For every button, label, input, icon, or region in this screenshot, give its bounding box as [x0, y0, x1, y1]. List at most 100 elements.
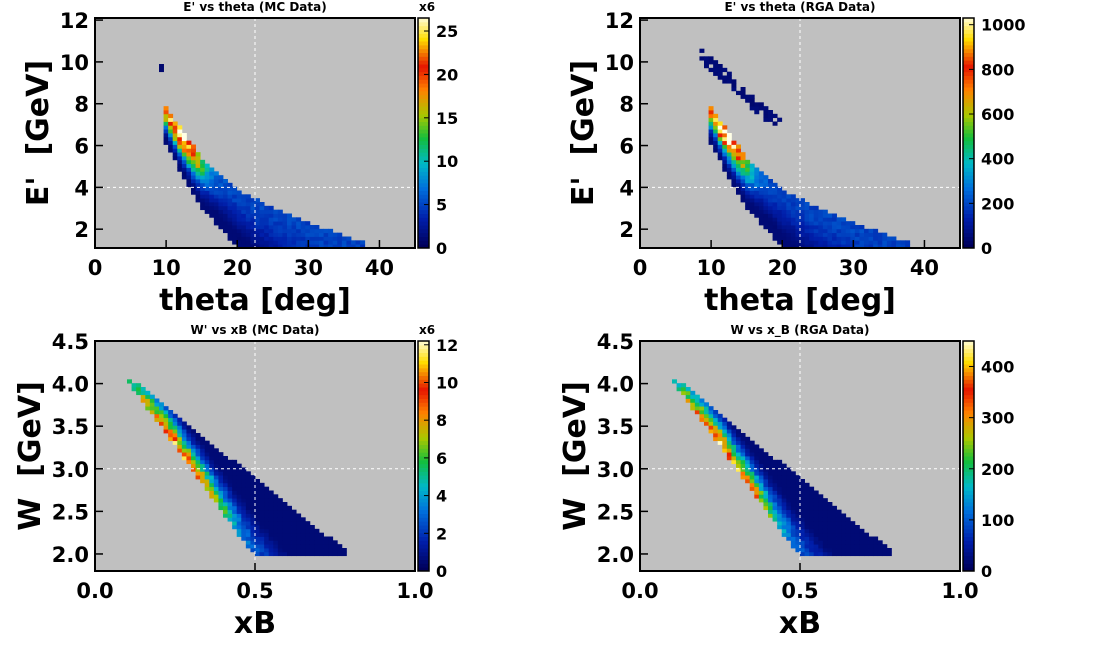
heatmap-cell [722, 129, 728, 134]
heatmap-cell [264, 532, 270, 537]
colorbar-segment [418, 144, 429, 149]
heatmap-cell [200, 456, 206, 461]
heatmap-cell [818, 217, 824, 222]
heatmap-cell [140, 387, 146, 392]
heatmap-cell [731, 459, 737, 465]
heatmap-cell [713, 425, 719, 430]
heatmap-cell [287, 525, 292, 530]
colorbar-segment [418, 448, 429, 453]
heatmap-cell [768, 113, 773, 119]
heatmap-cell [763, 186, 769, 191]
heatmap-cell [731, 448, 737, 453]
heatmap-cell [708, 136, 714, 142]
heatmap-cell [218, 505, 224, 511]
heatmap-cell [717, 413, 723, 419]
heatmap-cell [804, 240, 810, 245]
heatmap-cell [786, 221, 792, 226]
heatmap-cell [781, 494, 787, 499]
heatmap-cell [717, 140, 723, 145]
heatmap-cell [786, 494, 792, 499]
heatmap-cell [768, 456, 773, 461]
heatmap-cell [181, 171, 187, 176]
heatmap-cell [790, 509, 796, 514]
colorbar-segment [963, 209, 974, 214]
heatmap-cell [694, 410, 700, 415]
heatmap-cell [832, 536, 837, 541]
heatmap-cell [786, 505, 792, 511]
heatmap-cell [882, 551, 888, 557]
heatmap-cell [758, 102, 764, 107]
heatmap-cell [790, 494, 796, 499]
heatmap-cell [749, 448, 755, 453]
heatmap-cell [781, 205, 787, 211]
heatmap-cell [346, 244, 352, 249]
heatmap-cell [786, 502, 792, 507]
colorbar-segment [418, 548, 429, 553]
heatmap-cell [740, 190, 746, 195]
heatmap-cell [255, 490, 260, 495]
colorbar-tick-label: 10 [436, 152, 458, 171]
heatmap-cell [296, 517, 302, 522]
heatmap-cell [749, 209, 755, 214]
heatmap-cell [305, 236, 311, 241]
heatmap-cell [777, 194, 783, 199]
heatmap-cell [722, 163, 728, 168]
heatmap-cell [273, 232, 279, 237]
heatmap-cell [813, 490, 819, 495]
heatmap-cell [287, 532, 292, 537]
heatmap-cell [722, 440, 728, 445]
heatmap-cell [740, 444, 746, 449]
heatmap-cell [777, 459, 783, 465]
heatmap-cell [726, 75, 732, 80]
heatmap-cell [268, 494, 274, 499]
colorbar-segment [963, 167, 974, 172]
heatmap-cell [296, 228, 302, 234]
heatmap-cell [836, 232, 842, 237]
heatmap-cell [886, 236, 892, 241]
heatmap-cell [209, 482, 215, 488]
heatmap-cell [264, 221, 270, 226]
heatmap-cell [136, 390, 142, 396]
heatmap-cell [255, 528, 260, 534]
colorbar-segment [418, 79, 429, 84]
heatmap-cell [163, 136, 169, 142]
colorbar-segment [418, 421, 429, 426]
heatmap-cell [163, 106, 169, 111]
heatmap-cell [200, 186, 206, 191]
heatmap-cell [758, 467, 764, 472]
heatmap-cell [777, 525, 783, 530]
heatmap-cell [800, 232, 805, 237]
colorbar-segment [963, 163, 974, 168]
heatmap-cell [877, 232, 883, 237]
heatmap-cell [740, 94, 746, 99]
heatmap-cell [273, 228, 279, 234]
heatmap-cell [227, 194, 233, 199]
heatmap-cell [314, 244, 320, 249]
heatmap-cell [740, 198, 746, 203]
heatmap-cell [699, 48, 705, 53]
heatmap-cell [236, 475, 242, 480]
heatmap-cell [204, 459, 210, 465]
heatmap-cell [722, 79, 728, 84]
colorbar-tick-label: 0 [981, 239, 992, 258]
heatmap-cell [772, 486, 778, 491]
heatmap-cell [277, 517, 283, 522]
heatmap-cell [277, 240, 283, 245]
heatmap-cell [736, 171, 741, 176]
heatmap-cell [300, 544, 306, 549]
heatmap-cell [809, 548, 815, 553]
heatmap-cell [758, 494, 764, 499]
plot-frame [94, 17, 416, 249]
heatmap-cell [296, 551, 302, 557]
colorbar-segment [963, 555, 974, 560]
heatmap-cell [287, 505, 292, 511]
heatmap-cell [291, 221, 297, 226]
heatmap-cell [713, 140, 719, 145]
heatmap-cell [900, 244, 906, 249]
heatmap-cell [804, 536, 810, 541]
heatmap-cell [236, 482, 242, 488]
heatmap-cell [768, 209, 773, 214]
x-tick-label: 0.0 [621, 579, 658, 603]
heatmap-cell [795, 228, 801, 234]
